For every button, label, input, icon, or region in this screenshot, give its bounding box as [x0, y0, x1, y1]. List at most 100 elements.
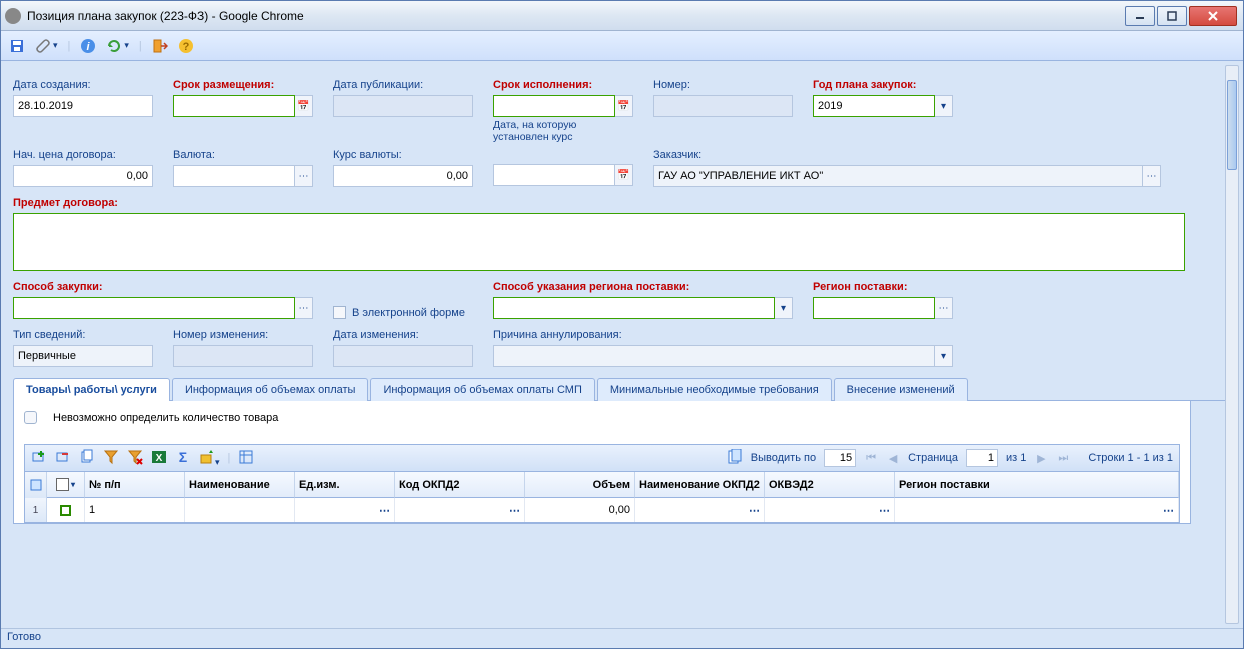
info-type-input — [13, 345, 153, 367]
toolbar: ▾ | i ▾ | ? — [1, 31, 1243, 61]
region-input[interactable] — [813, 297, 935, 319]
close-button[interactable] — [1189, 6, 1237, 26]
exec-term-picker-icon[interactable]: 📅 — [615, 95, 633, 117]
cancel-reason-dropdown-icon[interactable]: ▾ — [935, 345, 953, 367]
scrollbar-thumb[interactable] — [1227, 80, 1237, 170]
col-okpd2name[interactable]: Наименование ОКПД2 — [635, 472, 765, 498]
cancel-reason-label: Причина аннулирования: — [493, 329, 953, 341]
region-lookup-button[interactable]: ⋯ — [935, 297, 953, 319]
cell-num: 1 — [85, 498, 185, 522]
okpd2-lookup-button[interactable]: ⋯ — [509, 504, 520, 517]
grid-excel-icon[interactable]: X — [151, 449, 167, 468]
tab-goods[interactable]: Товары\ работы\ услуги — [13, 378, 170, 401]
cannot-determine-checkbox[interactable] — [24, 411, 37, 424]
currency-lookup-button[interactable]: ⋯ — [295, 165, 313, 187]
start-price-input[interactable] — [13, 165, 153, 187]
col-num[interactable]: № п/п — [85, 472, 185, 498]
app-window: Позиция плана закупок (223-ФЗ) - Google … — [0, 0, 1244, 649]
save-button[interactable] — [9, 38, 25, 54]
method-lookup-button[interactable]: ⋯ — [295, 297, 313, 319]
cell-volume[interactable]: 0,00 — [525, 498, 635, 522]
region-cell-lookup-button[interactable]: ⋯ — [1163, 504, 1174, 517]
svg-text:Σ: Σ — [179, 449, 187, 465]
exec-term-input[interactable] — [493, 95, 615, 117]
info-button[interactable]: i — [80, 38, 96, 54]
col-okved2[interactable]: ОКВЭД2 — [765, 472, 895, 498]
electronic-checkbox[interactable] — [333, 306, 346, 319]
grid-filter-clear-icon[interactable] — [127, 449, 143, 468]
page-last-icon[interactable]: ⏭ — [1056, 451, 1070, 465]
grid-copy-icon[interactable] — [79, 449, 95, 468]
cancel-reason-input — [493, 345, 935, 367]
currency-input[interactable] — [173, 165, 295, 187]
scroll-area: Дата создания: Срок размещения: 📅 Дата п… — [5, 65, 1225, 624]
placement-term-input[interactable] — [173, 95, 295, 117]
currency-label: Валюта: — [173, 149, 313, 161]
placement-term-picker-icon[interactable]: 📅 — [295, 95, 313, 117]
change-num-label: Номер изменения: — [173, 329, 313, 341]
help-button[interactable]: ? — [178, 38, 194, 54]
maximize-button[interactable] — [1157, 6, 1187, 26]
col-unit[interactable]: Ед.изм. — [295, 472, 395, 498]
rate-input[interactable] — [333, 165, 473, 187]
table-row[interactable]: 1 1 ⋯ ⋯ 0,00 ⋯ ⋯ ⋯ — [24, 498, 1180, 523]
page-next-icon[interactable]: ▶ — [1034, 451, 1048, 465]
col-okpd2[interactable]: Код ОКПД2 — [395, 472, 525, 498]
publish-date-label: Дата публикации: — [333, 79, 473, 91]
plan-year-dropdown-icon[interactable]: ▾ — [935, 95, 953, 117]
cell-okpd2name[interactable]: ⋯ — [635, 498, 765, 522]
toolbar-separator: | — [68, 40, 71, 52]
form-area: Дата создания: Срок размещения: 📅 Дата п… — [5, 65, 1225, 524]
page-num-input[interactable] — [966, 449, 998, 467]
rate-date-picker-icon[interactable]: 📅 — [615, 164, 633, 186]
rate-date-input[interactable] — [493, 164, 615, 186]
rows-text: Строки 1 - 1 из 1 — [1088, 452, 1173, 464]
col-region[interactable]: Регион поставки — [895, 472, 1179, 498]
tab-body: Невозможно определить количество товара … — [13, 401, 1191, 524]
col-volume[interactable]: Объем — [525, 472, 635, 498]
unit-lookup-button[interactable]: ⋯ — [379, 504, 390, 517]
tab-min-requirements[interactable]: Минимальные необходимые требования — [597, 378, 832, 401]
col-name[interactable]: Наименование — [185, 472, 295, 498]
exit-button[interactable] — [152, 38, 168, 54]
change-num-input — [173, 345, 313, 367]
region-mode-input[interactable] — [493, 297, 775, 319]
select-all-checkbox[interactable] — [56, 478, 69, 491]
grid-export-icon[interactable]: ▾ — [199, 449, 220, 468]
okpd2name-lookup-button[interactable]: ⋯ — [749, 504, 760, 517]
region-mode-dropdown-icon[interactable]: ▾ — [775, 297, 793, 319]
okved2-lookup-button[interactable]: ⋯ — [879, 504, 890, 517]
cell-okpd2[interactable]: ⋯ — [395, 498, 525, 522]
titlebar: Позиция плана закупок (223-ФЗ) - Google … — [1, 1, 1243, 31]
grid-add-icon[interactable] — [31, 449, 47, 468]
cell-region[interactable]: ⋯ — [895, 498, 1179, 522]
row-checkbox[interactable] — [60, 505, 71, 516]
cell-name[interactable] — [185, 498, 295, 522]
subject-textarea[interactable] — [13, 213, 1185, 271]
page-first-icon[interactable]: ⏮ — [864, 451, 878, 465]
grid-docs-icon[interactable] — [727, 449, 743, 468]
region-label: Регион поставки: — [813, 281, 953, 293]
customer-lookup-button[interactable]: ⋯ — [1143, 165, 1161, 187]
per-page-input[interactable] — [824, 449, 856, 467]
grid-settings-icon[interactable] — [238, 449, 254, 468]
page-prev-icon[interactable]: ◀ — [886, 451, 900, 465]
tab-payment-smp[interactable]: Информация об объемах оплаты СМП — [370, 378, 594, 401]
minimize-button[interactable] — [1125, 6, 1155, 26]
cannot-determine-label: Невозможно определить количество товара — [53, 412, 278, 424]
tab-changes[interactable]: Внесение изменений — [834, 378, 968, 401]
attach-button[interactable]: ▾ — [35, 38, 58, 54]
select-all-dropdown-icon[interactable]: ▾ — [71, 480, 75, 489]
grid-filter-icon[interactable] — [103, 449, 119, 468]
refresh-button[interactable]: ▾ — [106, 38, 129, 54]
cell-unit[interactable]: ⋯ — [295, 498, 395, 522]
method-input[interactable] — [13, 297, 295, 319]
grid-sum-icon[interactable]: Σ — [175, 449, 191, 468]
grid-corner-icon[interactable] — [25, 472, 47, 498]
tab-payment-info[interactable]: Информация об объемах оплаты — [172, 378, 368, 401]
cell-okved2[interactable]: ⋯ — [765, 498, 895, 522]
plan-year-input[interactable] — [813, 95, 935, 117]
grid-remove-icon[interactable] — [55, 449, 71, 468]
vertical-scrollbar[interactable] — [1225, 65, 1239, 624]
created-date-input[interactable] — [13, 95, 153, 117]
